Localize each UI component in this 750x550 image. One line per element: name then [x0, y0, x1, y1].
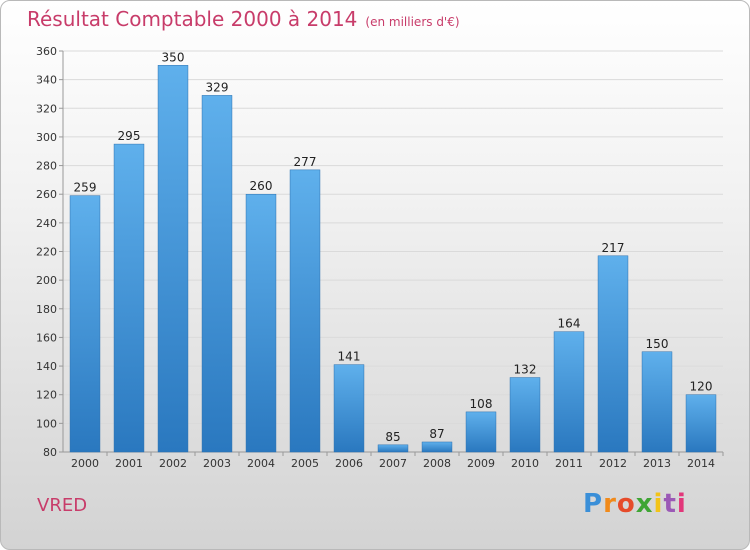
- data-label-2011: 164: [558, 317, 581, 331]
- bar-2011: [553, 331, 585, 453]
- x-tick-label-2003: 2003: [203, 457, 231, 470]
- y-tick-label: 220: [36, 246, 57, 259]
- logo-letter: P: [583, 489, 604, 519]
- x-tick-label-2013: 2013: [643, 457, 671, 470]
- bar-2002: [157, 65, 189, 453]
- bars: [69, 65, 717, 453]
- y-tick-label: 120: [36, 389, 57, 402]
- y-tick-label: 360: [36, 45, 57, 58]
- data-label-2003: 329: [206, 80, 229, 94]
- chart-title-text: Résultat Comptable 2000 à 2014: [27, 7, 358, 31]
- bar-2001: [113, 143, 145, 453]
- y-tick-label: 80: [43, 446, 57, 459]
- x-axis: 2000 2001 2002 2003 2004 2005 2006 2007 2008 2009…: [71, 452, 724, 470]
- bar-2010: [509, 377, 541, 453]
- y-tick-label: 160: [36, 331, 57, 344]
- data-label-2009: 108: [470, 397, 493, 411]
- logo-letter: o: [616, 489, 636, 519]
- logo-letter: t: [663, 489, 677, 519]
- y-tick-label: 240: [36, 217, 57, 230]
- x-tick-label-2000: 2000: [71, 457, 99, 470]
- logo-letter: r: [603, 489, 617, 519]
- bar-2012: [597, 255, 629, 453]
- bar-2007: [377, 444, 409, 453]
- chart-subtitle: (en milliers d'€): [365, 15, 460, 29]
- data-label-2006: 141: [338, 350, 361, 364]
- y-tick-label: 260: [36, 188, 57, 201]
- x-tick-label-2008: 2008: [423, 457, 451, 470]
- commune-name: VRED: [37, 495, 88, 516]
- y-tick-label: 340: [36, 74, 57, 87]
- bar-2000: [69, 195, 101, 453]
- logo-letter: x: [635, 489, 654, 519]
- x-tick-label-2010: 2010: [511, 457, 539, 470]
- x-tick-label-2011: 2011: [555, 457, 583, 470]
- bar-2014: [685, 394, 717, 453]
- logo-letter: i: [653, 489, 664, 519]
- data-label-2007: 85: [385, 430, 400, 444]
- x-tick-label-2005: 2005: [291, 457, 319, 470]
- y-tick-label: 200: [36, 274, 57, 287]
- bar-2003: [201, 95, 233, 453]
- x-tick-label-2007: 2007: [379, 457, 407, 470]
- data-label-2013: 150: [646, 337, 669, 351]
- data-label-2014: 120: [690, 380, 713, 394]
- bar-2006: [333, 364, 365, 453]
- x-tick-label-2014: 2014: [687, 457, 715, 470]
- x-tick-label-2001: 2001: [115, 457, 143, 470]
- y-tick-label: 280: [36, 160, 57, 173]
- y-tick-label: 180: [36, 303, 57, 316]
- y-tick-label: 300: [36, 131, 57, 144]
- y-tick-label: 320: [36, 102, 57, 115]
- x-tick-label-2006: 2006: [335, 457, 363, 470]
- data-label-2001: 295: [118, 129, 141, 143]
- x-tick-label-2002: 2002: [159, 457, 187, 470]
- data-label-2005: 277: [294, 155, 317, 169]
- x-tick-label-2012: 2012: [599, 457, 627, 470]
- data-labels: 259 295 350 329 260 277 141 85 87 108 132 164 217 150…: [74, 50, 713, 444]
- data-label-2010: 132: [514, 363, 537, 377]
- y-tick-label: 100: [36, 417, 57, 430]
- data-label-2004: 260: [250, 179, 273, 193]
- bar-2009: [465, 411, 497, 453]
- data-label-2008: 87: [429, 427, 444, 441]
- bar-2013: [641, 351, 673, 453]
- x-tick-label-2004: 2004: [247, 457, 275, 470]
- data-label-2012: 217: [602, 241, 625, 255]
- chart-title: Résultat Comptable 2000 à 2014 (en millie…: [27, 7, 460, 31]
- data-label-2000: 259: [74, 181, 97, 195]
- bar-2008: [421, 441, 453, 453]
- y-tick-label: 140: [36, 360, 57, 373]
- bar-2005: [289, 169, 321, 453]
- bar-2004: [245, 193, 277, 453]
- data-label-2002: 350: [162, 50, 185, 64]
- logo-letter: i: [676, 489, 687, 519]
- proxiti-logo: Proxiti: [583, 489, 687, 519]
- x-tick-label-2009: 2009: [467, 457, 495, 470]
